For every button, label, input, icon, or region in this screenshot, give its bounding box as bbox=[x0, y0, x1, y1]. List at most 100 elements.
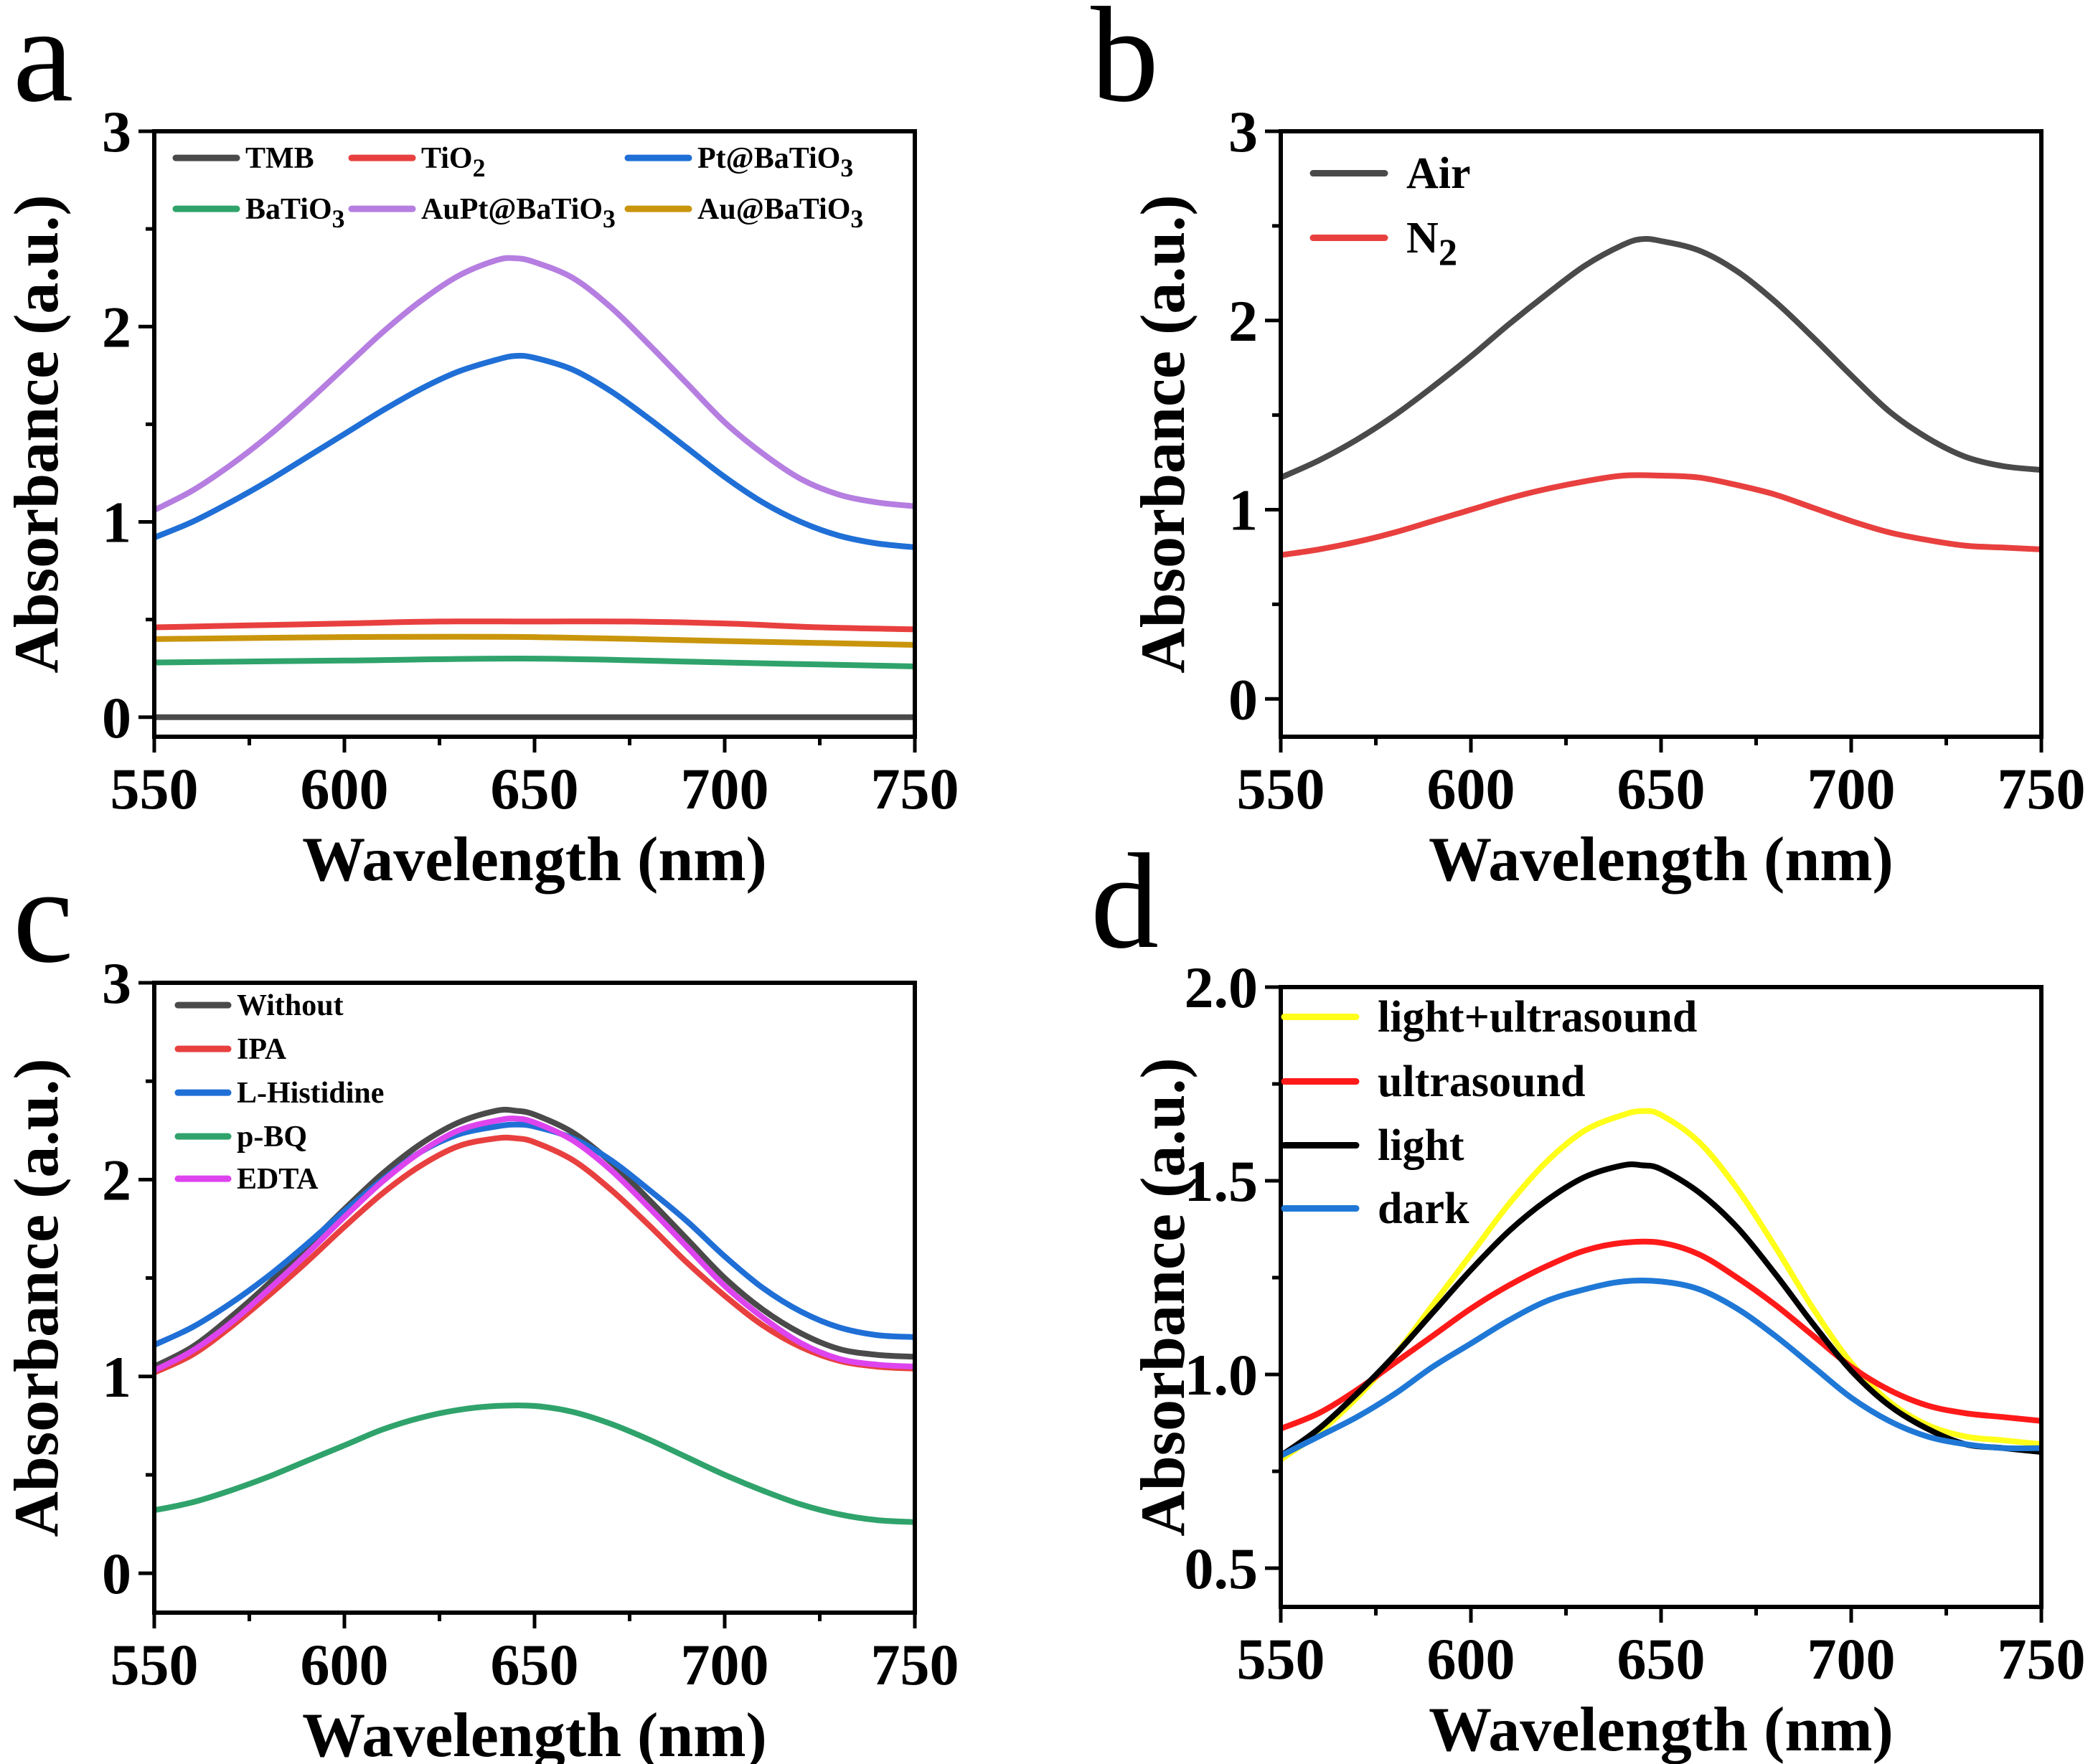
y-axis-title: Absorbance (a.u.) bbox=[1129, 1057, 1198, 1536]
series-line-dark bbox=[1281, 1278, 2041, 1459]
legend-item: ultrasound bbox=[1281, 1057, 1585, 1106]
legend: TMB TiO2 Pt@BaTiO3 BaTiO3 AuPt@BaTiO3 Au@BaTi… bbox=[172, 142, 863, 233]
legend-item: dark bbox=[1281, 1184, 1469, 1233]
x-tick-label: 750 bbox=[871, 1632, 959, 1697]
y-tick-label: 0 bbox=[102, 1541, 131, 1606]
legend: light+ultrasound ultrasound light dark bbox=[1281, 993, 1697, 1233]
x-tick-label: 650 bbox=[1617, 1626, 1706, 1692]
y-tick-label: 0 bbox=[1228, 666, 1258, 732]
y-tick-label: 1.5 bbox=[1185, 1149, 1259, 1214]
series-group bbox=[1281, 236, 2041, 558]
panel-a: a 550 600 650 700 750 0 1 2 3 Wavelength (nm) Absor… bbox=[2, 0, 959, 895]
legend-item: BaTiO3 bbox=[172, 193, 345, 233]
series-line-tio bbox=[154, 618, 915, 633]
series-line-aupt-batio bbox=[154, 255, 915, 514]
legend-item: EDTA bbox=[174, 1163, 319, 1196]
legend-label: light bbox=[1378, 1121, 1464, 1170]
legend-label: AuPt@BaTiO3 bbox=[421, 193, 616, 233]
legend-item: L-Histidine bbox=[174, 1077, 384, 1110]
plot-frame bbox=[1279, 129, 2043, 739]
legend-label: Au@BaTiO3 bbox=[697, 193, 863, 233]
legend: Air N2 bbox=[1309, 149, 1471, 273]
x-tick-label: 650 bbox=[1617, 756, 1706, 821]
series-group bbox=[154, 255, 915, 720]
legend-label: dark bbox=[1378, 1184, 1469, 1233]
legend-label-subscript: 3 bbox=[850, 204, 863, 233]
x-axis-title: Wavelength (nm) bbox=[1429, 825, 1894, 895]
panel-letter: a bbox=[13, 0, 73, 131]
panel-letter: d bbox=[1091, 826, 1159, 977]
legend-item: Pt@BaTiO3 bbox=[624, 142, 853, 182]
legend: Without IPA L-Histidine p-BQ EDTA bbox=[174, 989, 384, 1196]
y-tick-label: 2.0 bbox=[1185, 955, 1259, 1020]
series-line-pt-batio bbox=[154, 352, 915, 550]
legend-label: L-Histidine bbox=[237, 1077, 384, 1110]
legend-item: Au@BaTiO3 bbox=[624, 193, 863, 233]
series-group bbox=[154, 1106, 915, 1525]
panel-letter: c bbox=[13, 841, 73, 991]
x-axis-title: Wavelength (nm) bbox=[302, 825, 767, 895]
y-tick-label: 1.0 bbox=[1185, 1342, 1259, 1407]
series-line-p-bq bbox=[154, 1402, 915, 1525]
legend-item: Without bbox=[174, 989, 344, 1022]
x-tick-label: 550 bbox=[1237, 756, 1325, 821]
x-tick-label: 600 bbox=[1427, 756, 1515, 821]
legend-label: N2 bbox=[1406, 214, 1457, 273]
x-tick-label: 700 bbox=[1807, 756, 1896, 821]
x-tick-label: 700 bbox=[681, 1632, 769, 1697]
legend-label: ultrasound bbox=[1378, 1057, 1585, 1106]
legend-label: EDTA bbox=[237, 1163, 319, 1196]
x-tick-label: 700 bbox=[1807, 1626, 1896, 1692]
x-tick-label: 700 bbox=[681, 756, 769, 821]
legend-label-subscript: 2 bbox=[473, 154, 486, 182]
legend-item: AuPt@BaTiO3 bbox=[348, 193, 616, 233]
x-tick-label: 550 bbox=[110, 1632, 199, 1697]
y-tick-label: 0.5 bbox=[1185, 1536, 1259, 1601]
y-tick-label: 1 bbox=[102, 490, 131, 555]
legend-item: N2 bbox=[1309, 214, 1457, 273]
x-axis-title: Wavelength (nm) bbox=[1429, 1695, 1894, 1764]
series-line-air bbox=[1281, 236, 2041, 481]
y-axis-title: Absorbance (a.u.) bbox=[2, 194, 72, 673]
x-tick-label: 650 bbox=[491, 1632, 579, 1697]
legend-label: Air bbox=[1406, 149, 1471, 198]
y-tick-label: 2 bbox=[102, 294, 131, 359]
legend-label-subscript: 2 bbox=[1439, 232, 1457, 273]
y-tick-label: 1 bbox=[1228, 478, 1258, 543]
y-tick-label: 0 bbox=[102, 685, 131, 750]
y-tick-label: 1 bbox=[102, 1344, 131, 1410]
series-line-n bbox=[1281, 472, 2041, 558]
legend-item: TMB bbox=[172, 142, 314, 175]
y-tick-label: 3 bbox=[1228, 99, 1258, 164]
legend-item: light bbox=[1281, 1121, 1464, 1170]
x-axis-title: Wavelength (nm) bbox=[302, 1701, 767, 1764]
legend-label: Without bbox=[237, 989, 344, 1022]
legend-item: Air bbox=[1309, 149, 1471, 198]
series-line-without bbox=[154, 1106, 915, 1369]
series-line-au-batio bbox=[154, 633, 915, 648]
x-tick-label: 550 bbox=[110, 756, 199, 821]
legend-label: light+ultrasound bbox=[1378, 993, 1697, 1042]
x-tick-label: 750 bbox=[1998, 756, 2086, 821]
x-tick-label: 600 bbox=[301, 1632, 389, 1697]
x-tick-label: 750 bbox=[1998, 1626, 2086, 1692]
legend-label: TiO2 bbox=[421, 142, 485, 182]
legend-label: Pt@BaTiO3 bbox=[697, 142, 853, 182]
legend-label-subscript: 3 bbox=[332, 204, 345, 233]
legend-item: IPA bbox=[174, 1033, 287, 1066]
x-tick-label: 650 bbox=[491, 756, 579, 821]
y-tick-label: 2 bbox=[1228, 288, 1258, 354]
legend-label: p-BQ bbox=[237, 1121, 307, 1154]
y-axis-title: Absorbance (a.u.) bbox=[2, 1058, 72, 1537]
legend-label-subscript: 3 bbox=[603, 204, 616, 233]
legend-item: light+ultrasound bbox=[1281, 993, 1697, 1042]
series-line-light bbox=[1281, 1161, 2041, 1459]
legend-label-subscript: 3 bbox=[840, 154, 853, 182]
legend-item: p-BQ bbox=[174, 1121, 307, 1154]
series-line-ultrasound bbox=[1281, 1238, 2041, 1432]
panel-b: b 550 600 650 700 750 0 1 2 3 Wavelength (nm) Absor… bbox=[1091, 0, 2086, 895]
series-line-batio bbox=[154, 656, 915, 669]
series-line-l-histidine bbox=[154, 1121, 915, 1348]
x-tick-label: 600 bbox=[301, 756, 389, 821]
